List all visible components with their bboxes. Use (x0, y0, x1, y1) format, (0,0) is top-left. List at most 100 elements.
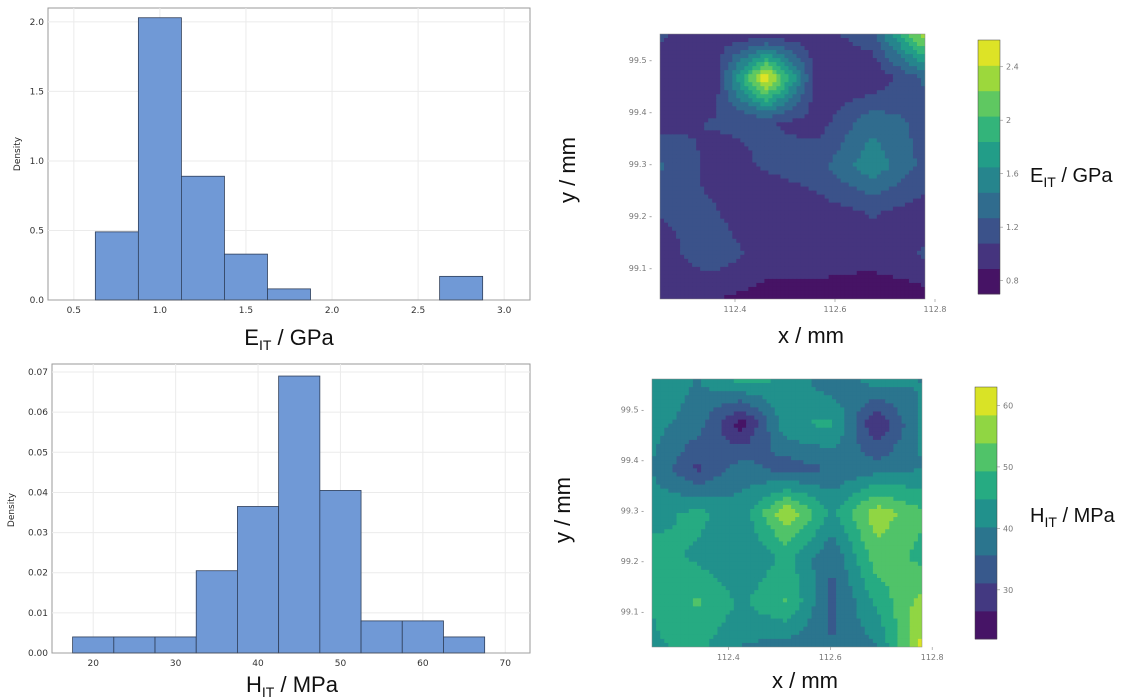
map-eit-cell (768, 254, 774, 260)
map-eit-cell (764, 162, 770, 168)
map-eit-cell (724, 90, 729, 95)
map-eit-cell (892, 166, 898, 172)
map-eit-cell (676, 138, 681, 144)
map-eit-cell (752, 234, 757, 240)
map-eit-cell (744, 262, 749, 268)
map-eit-cell (712, 254, 717, 260)
map-eit-cell (828, 122, 834, 127)
map-eit-cell (748, 106, 753, 111)
map-eit-cell (736, 114, 741, 119)
map-eit-cell (692, 226, 697, 232)
map-eit-cell (840, 210, 846, 216)
map-eit-cell (724, 270, 729, 276)
map-eit-cell (872, 210, 878, 216)
map-eit-cell (776, 202, 782, 208)
map-hit-cell (660, 387, 665, 392)
map-eit-cell (668, 94, 673, 99)
map-eit-cell (712, 110, 717, 115)
map-eit-cell (880, 102, 886, 107)
map-eit-cell (836, 242, 842, 248)
map-eit-cell (908, 238, 914, 244)
map-eit-cell (668, 106, 673, 111)
map-eit-cell (684, 206, 689, 212)
map-eit-cell (864, 186, 870, 192)
map-hit-cell (901, 391, 907, 396)
map-eit-cell (900, 254, 906, 260)
map-eit-cell (684, 66, 689, 71)
map-eit-cell (800, 78, 806, 83)
map-eit-cell (816, 270, 822, 276)
map-eit-cell (692, 234, 697, 240)
map-eit-cell (684, 74, 689, 79)
map-eit-cell (768, 170, 774, 176)
map-eit-cell (896, 270, 902, 276)
map-eit-cell (900, 134, 906, 139)
map-eit-cell (728, 58, 733, 63)
map-eit-cell (840, 122, 846, 127)
map-eit-cell (816, 90, 822, 95)
map-eit-cell (756, 258, 761, 264)
map-eit-cell (828, 294, 834, 299)
map-hit-cell (746, 399, 751, 404)
map-eit-cell (752, 50, 757, 55)
map-eit-cell (788, 286, 794, 292)
map-eit-cell (776, 242, 782, 248)
map-hit-cell (893, 399, 899, 404)
hist-eit-bar (181, 175, 225, 301)
map-eit-cell (672, 178, 677, 184)
map-eit-cell (744, 106, 749, 111)
map-eit-cell (896, 62, 902, 67)
map-eit-cell (808, 234, 814, 240)
map-eit-cell (712, 138, 717, 144)
map-eit-cell (876, 42, 882, 47)
map-eit-cell (688, 274, 693, 280)
map-eit-cell (760, 82, 765, 87)
map-eit-cell (832, 210, 838, 216)
map-eit-cell (888, 146, 894, 152)
map-hit-cell (901, 403, 907, 409)
map-eit-cell (676, 74, 681, 79)
map-eit-cell (844, 58, 850, 63)
map-eit-cell (688, 286, 693, 292)
map-eit-cell (876, 82, 882, 87)
map-eit-cell (880, 62, 886, 67)
map-eit-cell (688, 54, 693, 59)
map-eit-cell (724, 162, 729, 168)
map-eit-cell (704, 50, 709, 55)
map-eit-cell (788, 186, 794, 192)
map-eit-cell (832, 270, 838, 276)
map-eit-cell (812, 242, 818, 248)
map-hit-cell (803, 387, 809, 392)
map-eit-cell (872, 58, 878, 63)
map-eit-cell (836, 58, 842, 63)
map-eit-cell (668, 82, 673, 87)
map-eit-cell (732, 74, 737, 79)
map-eit-cell (780, 186, 786, 192)
map-eit-cell (884, 126, 890, 131)
map-eit-cell (824, 274, 830, 280)
map-eit-cell (688, 86, 693, 91)
map-eit-cell (848, 138, 854, 144)
map-eit-cell (852, 174, 858, 180)
map-eit-cell (768, 206, 774, 212)
map-eit-cell (820, 206, 826, 212)
map-eit-cell (892, 122, 898, 127)
map-eit-cell (740, 162, 745, 168)
map-eit-cell (668, 186, 673, 192)
map-eit-cell (836, 62, 842, 67)
map-eit-cell (776, 118, 782, 123)
map-eit-cell (792, 54, 798, 59)
map-hit-cell (840, 383, 845, 388)
map-eit-cell (884, 122, 890, 127)
map-eit-cell (888, 50, 894, 55)
map-eit-cell (668, 78, 673, 83)
map-eit-cell (888, 190, 894, 196)
map-eit-cell (764, 146, 770, 152)
map-eit-cell (800, 278, 806, 284)
map-eit-cell (816, 58, 822, 63)
map-eit-cell (820, 166, 826, 172)
map-eit-cell (800, 234, 806, 240)
map-eit-cell (724, 78, 729, 83)
map-eit-cell (796, 126, 802, 131)
map-eit-cell (716, 282, 721, 288)
